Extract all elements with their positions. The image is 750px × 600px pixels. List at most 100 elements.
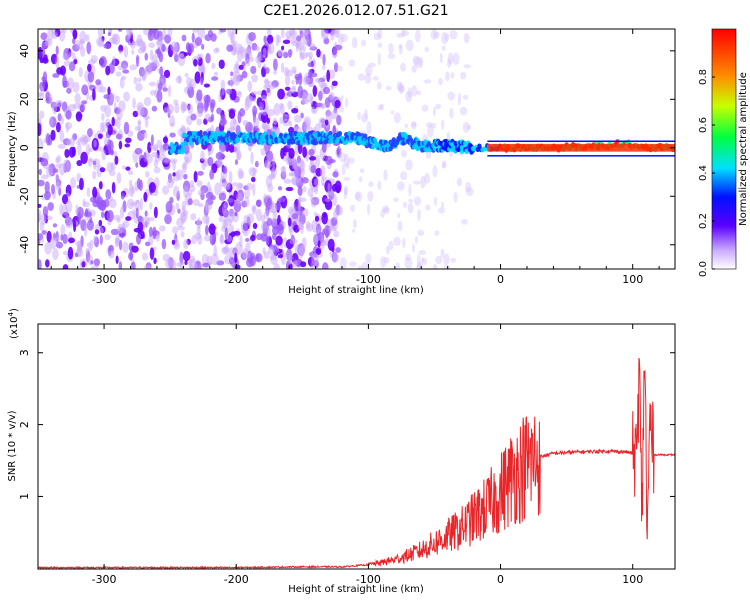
heatmap-cell [359,168,365,174]
heatmap-cell [298,248,304,259]
heatmap-cell [441,45,446,51]
heatmap-cell [266,197,271,207]
heatmap-cell [447,52,454,65]
heatmap-cell [187,198,193,206]
heatmap-cell [162,185,170,195]
heatmap-cell [262,47,267,58]
heatmap-ridge-cell [363,133,368,139]
heatmap-cell [87,63,92,72]
heatmap-cell [314,185,319,195]
heatmap-ridge-cell [313,140,319,146]
heatmap-ridge-band [487,143,675,152]
heatmap-cell [310,106,316,114]
heatmap-cell [277,88,285,100]
heatmap-cell [412,180,421,185]
heatmap-cell [317,240,321,248]
heatmap-cell [355,191,363,202]
heatmap-cell [125,137,132,144]
heatmap-cell [414,56,423,69]
heatmap-cell [62,233,68,245]
heatmap-cell [69,137,76,147]
heatmap-cell [322,53,326,66]
heatmap-ridge-cell [182,132,187,138]
heatmap-cell [244,196,250,208]
heatmap-cell [55,45,59,56]
heatmap-cell [322,75,327,80]
heatmap-cell [47,29,54,41]
heatmap-cell [165,201,173,213]
heatmap-cell [127,29,132,39]
heatmap-cell [266,227,271,239]
heatmap-cell [396,81,402,92]
heatmap-cell [93,258,100,267]
heatmap-cell [171,259,177,269]
heatmap-cell [277,49,284,57]
bottom-x-tick-label: 100 [622,573,643,586]
heatmap-cell [72,220,77,233]
heatmap-cell [417,229,425,237]
heatmap-cell [108,250,115,259]
heatmap-cell [321,176,328,182]
heatmap-cell [264,78,270,90]
heatmap-cell [99,167,106,173]
heatmap-cell [128,179,133,187]
heatmap-cell [169,132,176,138]
heatmap-cell [331,109,339,120]
heatmap-cell [54,236,60,244]
heatmap-cell [265,235,270,246]
bottom-x-tick-label: 0 [497,573,504,586]
heatmap-cell [343,176,351,181]
heatmap-cell [441,119,445,130]
heatmap-cell [40,158,49,167]
heatmap-cell [456,177,463,187]
heatmap-cell [411,121,417,130]
heatmap-cell [393,197,399,203]
heatmap-cell [177,53,186,67]
heatmap-cell [266,87,271,94]
heatmap-cell [191,32,195,43]
heatmap-cell [335,247,341,253]
heatmap-cell [287,217,292,227]
heatmap-cell [173,53,179,63]
heatmap-cell [400,149,407,158]
heatmap-cell [219,233,225,245]
top-y-tick-label: 0 [18,144,31,151]
heatmap-cell [99,121,105,134]
heatmap-cell [316,197,320,203]
heatmap-cell [462,94,469,100]
heatmap-cell [308,148,315,156]
top-y-tick-label: 20 [18,92,31,106]
heatmap-cell [75,204,79,216]
heatmap-cell [105,65,111,76]
heatmap-cell [112,55,116,67]
heatmap-cell [282,113,288,122]
heatmap-cell [38,179,45,187]
heatmap-cell [162,87,168,92]
heatmap-cell [400,171,408,181]
heatmap-cell [210,113,215,122]
heatmap-cell [221,118,227,126]
heatmap-cell [87,128,93,138]
heatmap-cell [385,85,392,91]
heatmap-cell [268,42,275,55]
heatmap-cell [418,57,424,68]
heatmap-cell [284,30,293,39]
heatmap-cell [200,150,205,162]
heatmap-cell [215,151,224,160]
heatmap-cell [284,86,291,91]
heatmap-cell [398,44,403,55]
heatmap-cell [86,242,92,248]
heatmap-cell [142,252,149,261]
heatmap-cell [257,57,262,69]
heatmap-cell [103,136,110,147]
heatmap-cell [380,103,385,111]
heatmap-cell [421,257,425,263]
heatmap-cell [106,209,114,223]
heatmap-cell [60,116,65,125]
heatmap-cell [60,224,66,237]
heatmap-cell [61,194,69,205]
heatmap-cell [263,210,270,220]
heatmap-cell [99,234,103,246]
heatmap-cell [401,29,406,38]
